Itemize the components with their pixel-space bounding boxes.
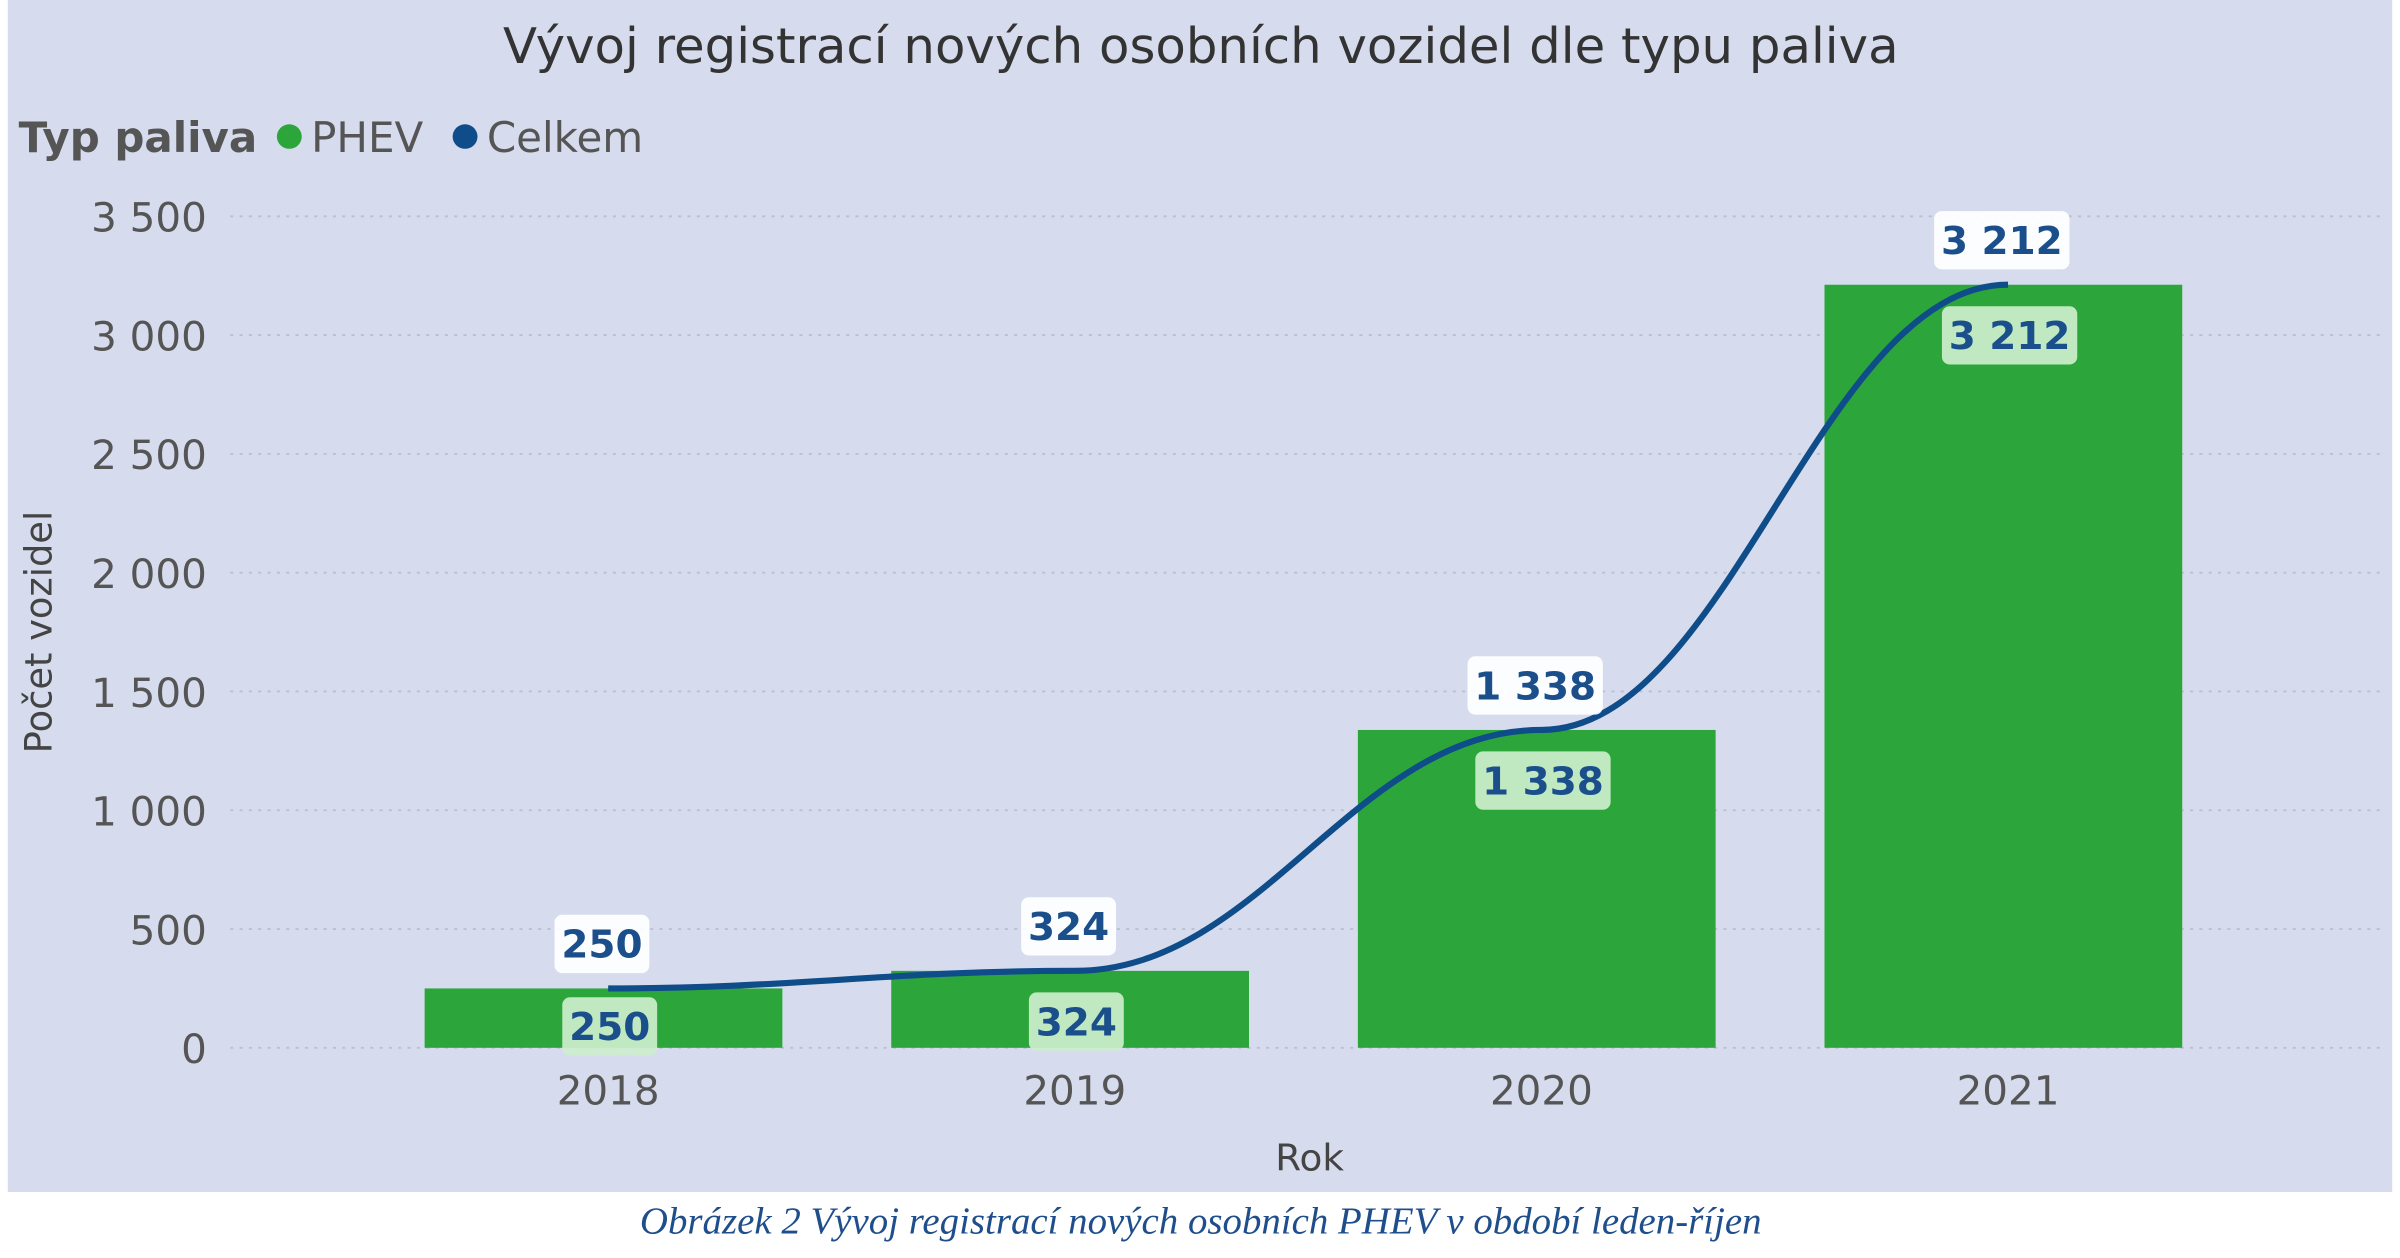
legend-marker-celkem [452,124,478,149]
bar-label-box [1475,751,1611,810]
y-tick-label: 2 000 [91,552,207,598]
line-label-box [1934,211,2070,270]
figure-caption: Obrázek 2 Vývoj registrací nových osobní… [640,1201,1762,1243]
bar-label: 3 212 [1949,314,2071,359]
legend-marker-phev [276,124,302,149]
y-tick-label: 0 [181,1027,207,1073]
bar-label-box [1941,306,2078,365]
y-tick-label: 3 000 [91,315,207,361]
bar-label: 250 [569,1005,650,1050]
x-axis-label: Rok [1275,1137,1344,1180]
x-tick-label: 2020 [1490,1069,1593,1115]
y-axis-label: Počet vozidel [17,511,60,754]
y-tick-label: 500 [130,909,207,955]
line-series [608,281,2009,992]
legend-label-celkem: Celkem [487,113,643,162]
line-celkem [608,281,2009,992]
line-label-box [1467,656,1603,715]
line-label: 250 [561,923,642,968]
bar-2021 [1824,284,2183,1048]
gridlines [230,215,2380,1049]
bar-label: 1 338 [1482,760,1604,805]
bar-label: 324 [1036,1001,1117,1046]
x-tick-label: 2018 [557,1069,660,1115]
y-tick-label: 3 500 [91,196,207,242]
legend-title: Typ paliva [19,113,258,162]
y-tick-label: 1 000 [91,790,207,836]
line-label-box [554,914,650,974]
y-tick-label: 2 500 [91,433,207,479]
bar-label-box [562,997,658,1056]
y-tick-label: 1 500 [91,671,207,717]
x-tick-label: 2019 [1023,1069,1126,1115]
y-axis-ticks: 0 500 1 000 1 500 2 000 2 500 3 000 3 500 [91,196,207,1073]
line-label: 3 212 [1941,219,2063,264]
chart-title: Vývoj registrací nových osobních vozidel… [503,17,1899,75]
legend: Typ paliva PHEV Celkem [19,113,644,162]
x-tick-label: 2021 [1957,1069,2060,1115]
bar-label-box [1028,992,1124,1051]
x-axis-ticks: 2018 2019 2020 2021 [557,1069,2060,1115]
line-label: 324 [1028,905,1109,950]
line-label: 1 338 [1474,665,1596,710]
data-labels: 250 250 324 324 1 338 1 338 3 212 3 212 [554,211,2078,1056]
legend-label-phev: PHEV [311,113,424,162]
line-label-box [1021,897,1117,956]
bars [424,284,2183,1048]
